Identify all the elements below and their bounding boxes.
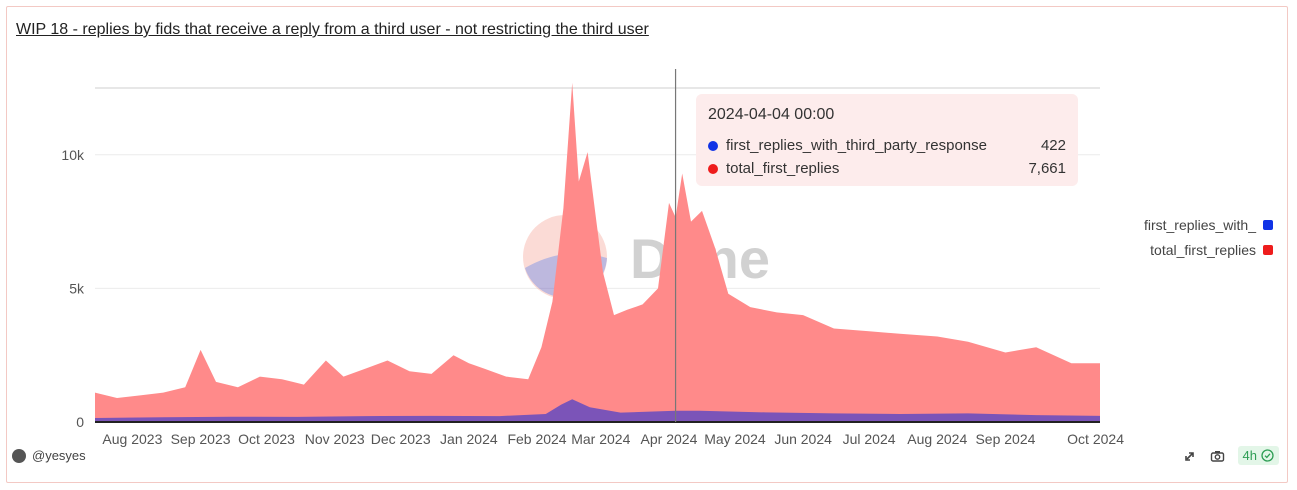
x-tick-label: Mar 2024 [571,431,630,447]
x-tick-label: Jul 2024 [843,431,896,447]
legend-swatch-icon [1263,244,1273,255]
x-tick-label: Feb 2024 [507,431,566,447]
legend-item-third-party[interactable]: first_replies_with_ [1144,212,1273,237]
x-tick-label: Sep 2023 [171,431,231,447]
tooltip-row-third-party: first_replies_with_third_party_response … [708,134,1066,157]
x-tick-label: May 2024 [704,431,766,447]
x-tick-label: Jun 2024 [774,431,832,447]
legend-item-total[interactable]: total_first_replies [1144,237,1273,262]
tooltip-date: 2024-04-04 00:00 [708,106,835,123]
legend-swatch-icon [1263,219,1273,230]
series-dot-icon [708,163,718,174]
tooltip-series-value: 7,661 [1028,160,1066,177]
x-tick-label: Oct 2024 [1067,431,1124,447]
x-tick-label: Dec 2023 [371,431,431,447]
author-link[interactable]: @yesyes [12,448,86,463]
tooltip-row-total: total_first_replies 7,661 [708,157,1066,180]
camera-icon[interactable] [1210,448,1226,464]
y-tick-label: 0 [76,414,84,430]
x-tick-label: Sep 2024 [975,431,1035,447]
hover-tooltip: 2024-04-04 00:00 first_replies_with_thir… [696,94,1078,186]
share-icon[interactable] [1182,448,1198,464]
author-name: @yesyes [32,448,86,463]
refresh-status-badge[interactable]: 4h [1237,446,1279,465]
refresh-age: 4h [1242,448,1257,463]
chart-title[interactable]: WIP 18 - replies by fids that receive a … [16,21,649,38]
x-tick-label: Apr 2024 [641,431,698,447]
tooltip-series-name: total_first_replies [726,160,840,177]
avatar-icon [12,448,26,463]
footer-actions: 4h [1182,446,1279,465]
legend-label: total_first_replies [1150,241,1256,258]
x-axis-ticks: Aug 2023 Sep 2023 Oct 2023 Nov 2023 Dec 2023… [102,431,1124,447]
tooltip-series-value: 422 [1040,137,1066,154]
chart-legend: first_replies_with_ total_first_replies [1144,212,1273,262]
series-area-first-replies-with-third-party-response[interactable] [95,399,1100,422]
check-circle-icon [1261,449,1274,462]
x-tick-label: Nov 2023 [305,431,365,447]
x-tick-label: Aug 2023 [102,431,162,447]
legend-label: first_replies_with_ [1143,216,1256,233]
y-tick-label: 10k [61,147,85,163]
tooltip-series-name: first_replies_with_third_party_response [726,137,987,154]
series-area-total-first-replies[interactable] [95,82,1100,422]
series-dot-icon [708,140,718,151]
x-tick-label: Aug 2024 [907,431,967,447]
y-tick-label: 5k [69,280,85,296]
x-tick-label: Jan 2024 [440,431,498,447]
x-tick-label: Oct 2023 [238,431,295,447]
y-axis-ticks: 0 5k 10k [61,147,85,430]
